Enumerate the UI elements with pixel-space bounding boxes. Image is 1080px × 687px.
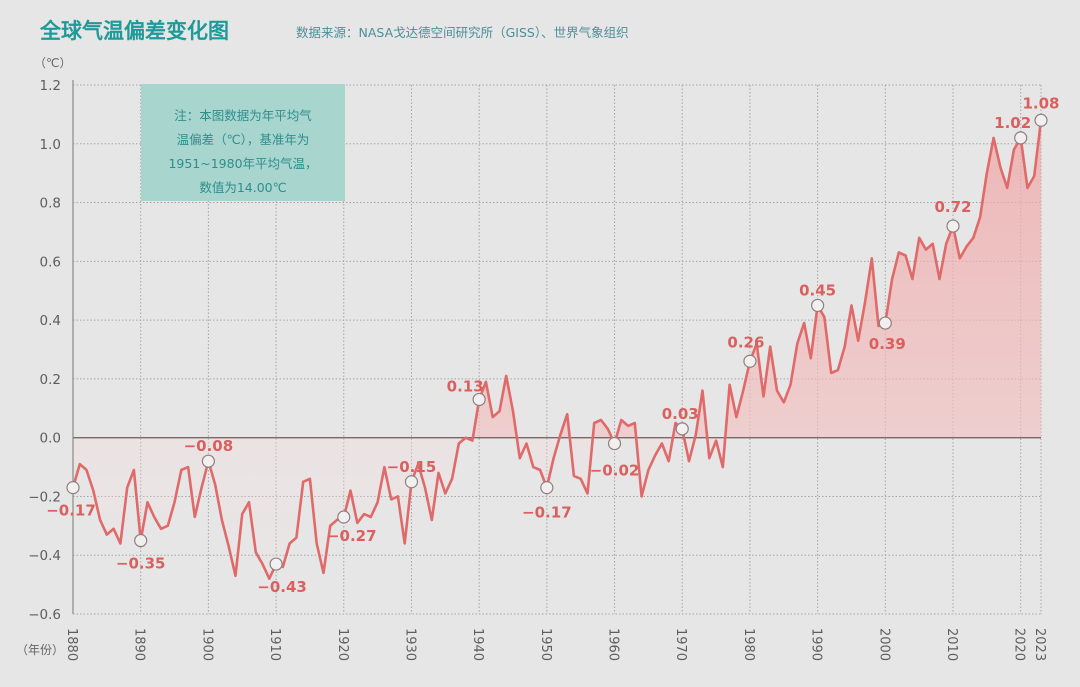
- note-line: 1951~1980年平均气温，: [141, 152, 345, 176]
- annotation-label: −0.43: [257, 578, 307, 596]
- annotation-marker: [744, 355, 756, 367]
- y-tick-label: 1.0: [40, 137, 61, 153]
- annotation-marker: [879, 317, 891, 329]
- annotation-marker: [135, 535, 147, 547]
- annotation-marker: [609, 438, 621, 450]
- y-tick-label: −0.2: [28, 489, 61, 505]
- annotation-label: −0.35: [116, 555, 166, 573]
- x-tick-label: 1970: [673, 628, 688, 661]
- note-line: 数值为14.00℃: [141, 176, 345, 200]
- annotation-marker: [202, 455, 214, 467]
- annotation-label: 0.39: [869, 335, 906, 353]
- x-tick-labels: 1880 1890 1900 1910 1920 1930 1940 1950 1960 1970…: [64, 628, 1047, 661]
- y-tick-label: 0.8: [40, 196, 61, 212]
- annotation-marker: [405, 476, 417, 488]
- annotation-label: −0.08: [184, 437, 234, 455]
- annotation-label: −0.17: [522, 504, 572, 522]
- x-tick-label: 1930: [402, 628, 417, 661]
- annotation-marker: [1015, 132, 1027, 144]
- x-tick-label: 1910: [267, 628, 282, 661]
- annotation-label: 0.72: [934, 198, 971, 216]
- x-tick-label: 1990: [809, 628, 824, 661]
- x-tick-label: 1950: [538, 628, 553, 661]
- annotation-label: 0.26: [727, 333, 764, 351]
- x-tick-label: 2000: [876, 628, 891, 661]
- y-axis-label: （℃）: [34, 56, 71, 70]
- annotation-label: 1.02: [994, 114, 1031, 132]
- annotation-marker: [67, 482, 79, 494]
- y-tick-label: 0.4: [40, 313, 61, 329]
- y-tick-label: 1.2: [40, 78, 61, 94]
- x-tick-label: 1880: [64, 628, 79, 661]
- x-tick-label: 1980: [741, 628, 756, 661]
- x-tick-label: 1920: [335, 628, 350, 661]
- annotation-marker: [947, 220, 959, 232]
- annotation-label: 1.08: [1022, 94, 1059, 112]
- annotation-label: −0.27: [327, 527, 377, 545]
- note-box: 注：本图数据为年平均气 温偏差（℃），基准年为 1951~1980年平均气温， …: [141, 84, 345, 201]
- y-tick-label: −0.4: [28, 548, 61, 564]
- annotation-marker: [541, 482, 553, 494]
- annotation-marker: [676, 423, 688, 435]
- annotation-label: 0.03: [662, 405, 699, 423]
- x-tick-label: 1890: [132, 628, 147, 661]
- x-tick-label: 1900: [199, 628, 214, 661]
- x-axis-label: （年份）: [16, 643, 64, 657]
- annotation-label: −0.02: [590, 462, 640, 480]
- x-tick-label: 2010: [944, 628, 959, 661]
- x-tick-label: 1940: [470, 628, 485, 661]
- y-tick-label: 0.0: [40, 431, 61, 447]
- annotation-marker: [338, 511, 350, 523]
- annotation-marker: [812, 299, 824, 311]
- annotation-label: −0.15: [387, 458, 437, 476]
- annotation-label: 0.45: [799, 281, 836, 299]
- x-tick-label: 2020: [1012, 628, 1027, 661]
- y-tick-labels: 1.2 1.0 0.8 0.6 0.4 0.2 0.0 −0.2 −0.4 −0.6: [28, 78, 61, 623]
- annotation-marker: [1035, 114, 1047, 126]
- annotation-label: 0.13: [447, 377, 484, 395]
- note-line: 注：本图数据为年平均气: [141, 104, 345, 128]
- annotation-marker: [270, 558, 282, 570]
- x-tick-label: 2023: [1032, 628, 1047, 661]
- y-tick-label: 0.6: [40, 254, 61, 270]
- y-tick-label: 0.2: [40, 372, 61, 388]
- note-line: 温偏差（℃），基准年为: [141, 128, 345, 152]
- y-tick-label: −0.6: [28, 607, 61, 623]
- x-tick-label: 1960: [606, 628, 621, 661]
